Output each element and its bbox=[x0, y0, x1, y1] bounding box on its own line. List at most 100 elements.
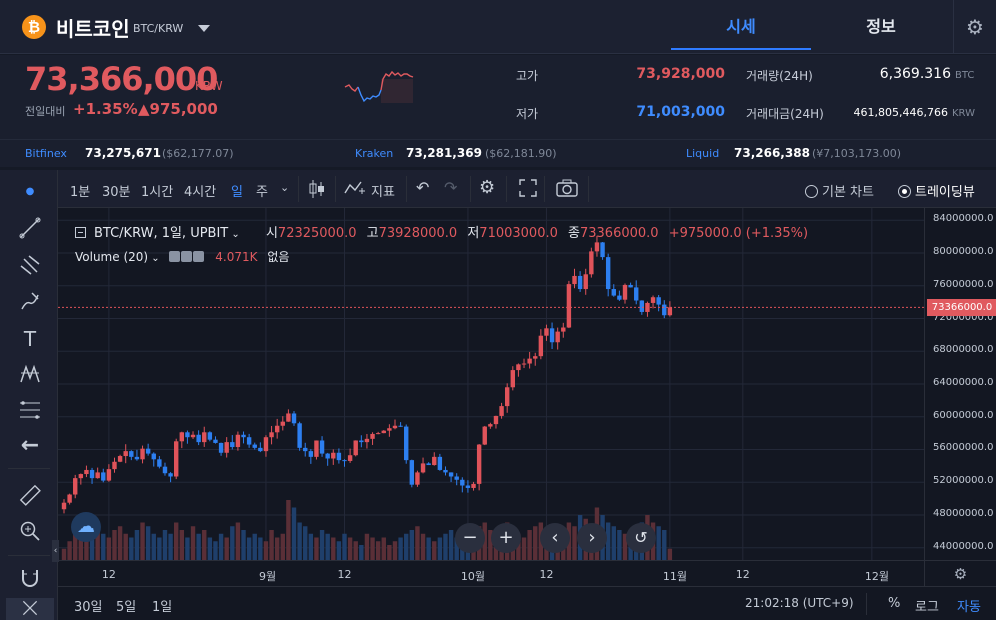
interval-week[interactable]: 주 bbox=[256, 185, 268, 200]
crosshair-icon[interactable]: ● bbox=[25, 186, 35, 197]
price-tick: 60000000.0 bbox=[933, 409, 994, 421]
divider bbox=[506, 176, 507, 202]
indicator-icon[interactable] bbox=[344, 179, 366, 201]
candle-body bbox=[73, 478, 78, 495]
cloud-icon[interactable]: ☁ bbox=[71, 512, 101, 542]
volume-bar bbox=[95, 522, 100, 560]
legend-change: +975000.0 (+1.35%) bbox=[668, 226, 809, 241]
range-bar: 30일 5일 1일 21:02:18 (UTC+9) % 로그 자동 bbox=[58, 586, 996, 620]
volume-bar bbox=[190, 526, 196, 560]
interval-day[interactable]: 일 bbox=[231, 185, 243, 200]
range-30d[interactable]: 30일 bbox=[74, 600, 103, 615]
undo-icon[interactable]: ↶ bbox=[416, 178, 430, 197]
reset-icon[interactable]: ↺ bbox=[626, 523, 656, 553]
zoom-in-icon[interactable]: + bbox=[491, 523, 521, 553]
volume-bar bbox=[129, 537, 134, 560]
gear-icon[interactable]: ⚙ bbox=[924, 560, 996, 586]
settings-icon[interactable]: ⚙ bbox=[479, 177, 496, 198]
candle-type-icon[interactable] bbox=[308, 179, 326, 203]
range-5d[interactable]: 5일 bbox=[116, 600, 137, 615]
chevron-right-icon[interactable]: › bbox=[577, 523, 607, 553]
divider bbox=[470, 176, 471, 202]
ruler-icon[interactable] bbox=[17, 483, 43, 509]
candle-body bbox=[134, 456, 140, 460]
candle-body bbox=[443, 469, 448, 473]
close-icon[interactable] bbox=[193, 250, 205, 264]
candle-body bbox=[151, 453, 156, 460]
volume-bar bbox=[527, 530, 532, 560]
pitchfork-icon[interactable] bbox=[17, 253, 43, 279]
trend-line-icon[interactable] bbox=[17, 216, 43, 242]
radio-selected-icon bbox=[898, 185, 911, 198]
candle-body bbox=[274, 425, 280, 433]
mini-price-chart bbox=[344, 70, 414, 103]
camera-icon[interactable] bbox=[556, 179, 578, 201]
clock[interactable]: 21:02:18 (UTC+9) bbox=[745, 596, 854, 610]
auto-toggle[interactable]: 자동 bbox=[957, 600, 981, 615]
candle-body bbox=[364, 438, 370, 443]
fib-retracement-icon[interactable] bbox=[17, 398, 43, 424]
candle-body bbox=[359, 440, 364, 443]
collapse-icon[interactable] bbox=[75, 227, 86, 238]
percent-toggle[interactable]: % bbox=[888, 596, 901, 611]
volume-title[interactable]: Volume (20) bbox=[75, 250, 149, 264]
price-axis[interactable]: 84000000.0 80000000.0 76000000.0 72000000.0… bbox=[924, 208, 996, 560]
indicator-label[interactable]: 지표 bbox=[371, 185, 395, 200]
divider bbox=[866, 593, 867, 615]
basic-chart-option[interactable]: 기본 차트 bbox=[805, 181, 874, 200]
volume-bar bbox=[174, 522, 179, 560]
eye-icon[interactable] bbox=[169, 250, 181, 264]
settings-icon[interactable] bbox=[181, 250, 193, 264]
candle-body bbox=[527, 358, 532, 364]
volume-bar bbox=[61, 548, 67, 560]
volume-bar bbox=[375, 541, 381, 560]
redo-icon[interactable]: ↷ bbox=[444, 178, 458, 197]
zoom-in-icon[interactable] bbox=[17, 519, 43, 545]
legend-low-label: 저 bbox=[467, 226, 480, 241]
arrow-left-icon[interactable]: ← bbox=[20, 433, 40, 458]
candle-body bbox=[594, 242, 600, 252]
range-1d[interactable]: 1일 bbox=[152, 600, 173, 615]
chevron-left-icon[interactable]: ‹ bbox=[540, 523, 570, 553]
eraser-icon[interactable] bbox=[6, 598, 54, 620]
text-tool-icon[interactable]: T bbox=[23, 327, 37, 351]
fullscreen-icon[interactable] bbox=[519, 179, 537, 201]
pattern-icon[interactable] bbox=[17, 362, 43, 388]
coin-name[interactable]: 비트코인 bbox=[56, 17, 130, 41]
volume-bar bbox=[622, 533, 628, 560]
brush-icon[interactable] bbox=[17, 289, 43, 315]
chevron-left-icon[interactable]: ‹ bbox=[52, 540, 59, 562]
volume-bar bbox=[516, 533, 521, 560]
gear-icon[interactable]: ⚙ bbox=[953, 0, 996, 54]
low-value: 71,003,000 bbox=[636, 104, 725, 120]
legend-title[interactable]: BTC/KRW, 1일, UPBIT bbox=[94, 226, 229, 241]
interval-30min[interactable]: 30분 bbox=[102, 185, 131, 200]
volume-bar bbox=[656, 526, 661, 560]
candle-body bbox=[263, 437, 269, 452]
candle-body bbox=[482, 426, 487, 445]
coin-pair[interactable]: BTC/KRW bbox=[133, 22, 184, 35]
candle-body bbox=[174, 441, 179, 477]
tab-market[interactable]: 시세 bbox=[671, 0, 811, 54]
tab-info[interactable]: 정보 bbox=[866, 17, 896, 36]
volume-bar bbox=[611, 526, 616, 560]
volume-bar bbox=[140, 522, 145, 560]
candle-body bbox=[409, 460, 415, 485]
interval-1min[interactable]: 1분 bbox=[70, 185, 91, 200]
volume-bar bbox=[359, 545, 364, 560]
interval-1hour[interactable]: 1시간 bbox=[141, 185, 174, 200]
candle-body bbox=[89, 469, 95, 479]
interval-4hour[interactable]: 4시간 bbox=[184, 185, 217, 200]
candle-body bbox=[656, 297, 661, 305]
exchange-name: Liquid bbox=[686, 147, 720, 160]
chevron-down-icon[interactable]: ⌄ bbox=[228, 229, 240, 240]
chevron-down-icon[interactable]: ⌄ bbox=[280, 181, 290, 194]
chevron-down-icon[interactable] bbox=[198, 25, 210, 32]
candle-body bbox=[415, 472, 420, 485]
chevron-down-icon[interactable]: ⌄ bbox=[148, 253, 160, 264]
zoom-out-icon[interactable]: − bbox=[455, 523, 485, 553]
magnet-icon[interactable] bbox=[17, 566, 43, 592]
trading-view-option[interactable]: 트레이딩뷰 bbox=[898, 181, 975, 200]
log-toggle[interactable]: 로그 bbox=[915, 600, 939, 615]
time-axis[interactable]: 12 9월 12 10월 12 11월 12 12월 bbox=[58, 560, 924, 586]
